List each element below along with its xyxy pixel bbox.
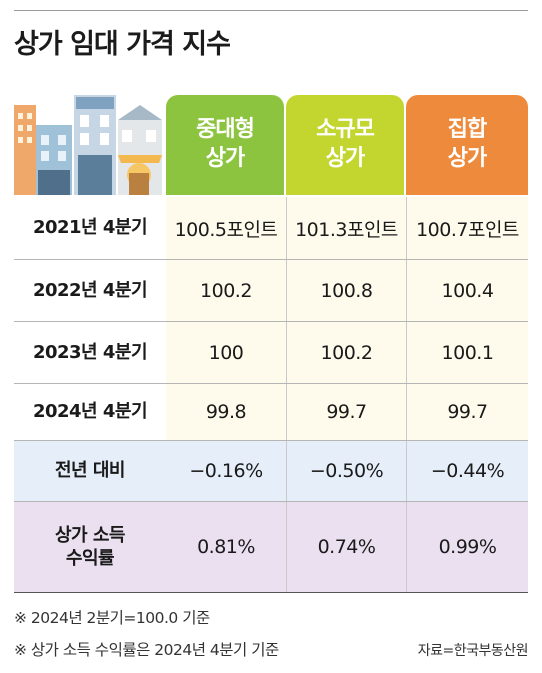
row-divider: [14, 501, 528, 502]
table-row: 2022년 4분기 100.2 100.8 100.4: [14, 260, 528, 321]
row-divider: [14, 440, 528, 441]
table-cell: 0.81%: [166, 502, 286, 592]
table-row: 2024년 4분기 99.8 99.7 99.7: [14, 384, 528, 440]
column-header-aggregate: 집합 상가: [406, 95, 528, 195]
table-cell: 99.7: [286, 384, 406, 440]
table-cell: 100.1: [406, 322, 528, 383]
row-divider: [14, 259, 528, 260]
table-cell: 100.2: [166, 260, 286, 321]
table-cell: 100.4: [406, 260, 528, 321]
footnote: ※ 2024년 2분기=100.0 기준: [14, 609, 210, 627]
table-cell: 100.5포인트: [166, 197, 286, 259]
row-label: 2022년 4분기: [14, 260, 166, 321]
table-cell: 100.8: [286, 260, 406, 321]
table-bottom-rule: [14, 592, 528, 593]
table-row: 2023년 4분기 100 100.2 100.1: [14, 322, 528, 383]
row-label: 상가 소득 수익률: [14, 502, 166, 592]
table-cell: 0.99%: [406, 502, 528, 592]
footnote: ※ 상가 소득 수익률은 2024년 4분기 기준: [14, 641, 279, 659]
row-label: 전년 대비: [14, 441, 166, 501]
source-label: 자료=한국부동산원: [417, 643, 529, 659]
row-label: 2024년 4분기: [14, 384, 166, 440]
table-cell: 101.3포인트: [286, 197, 406, 259]
column-header-mid-large: 중대형 상가: [166, 95, 284, 195]
table-row-yield: 상가 소득 수익률 0.81% 0.74% 0.99%: [14, 502, 528, 592]
row-label: 2023년 4분기: [14, 322, 166, 383]
row-divider: [14, 321, 528, 322]
building-orange: [14, 105, 36, 195]
city-buildings-illustration: [14, 95, 162, 195]
table-row-yoy: 전년 대비 −0.16% −0.50% −0.44%: [14, 441, 528, 501]
table-cell: −0.44%: [406, 441, 528, 501]
table-cell: 100: [166, 322, 286, 383]
table-cell: 0.74%: [286, 502, 406, 592]
row-label: 2021년 4분기: [14, 197, 166, 259]
table-cell: 99.7: [406, 384, 528, 440]
table-cell: −0.16%: [166, 441, 286, 501]
table-cell: 99.8: [166, 384, 286, 440]
chart-title: 상가 임대 가격 지수: [14, 29, 231, 60]
table-cell: −0.50%: [286, 441, 406, 501]
table-row: 2021년 4분기 100.5포인트 101.3포인트 100.7포인트: [14, 197, 528, 259]
table-cell: 100.7포인트: [406, 197, 528, 259]
column-header-small: 소규모 상가: [286, 95, 404, 195]
table-cell: 100.2: [286, 322, 406, 383]
top-rule: [14, 10, 528, 11]
row-divider: [14, 383, 528, 384]
